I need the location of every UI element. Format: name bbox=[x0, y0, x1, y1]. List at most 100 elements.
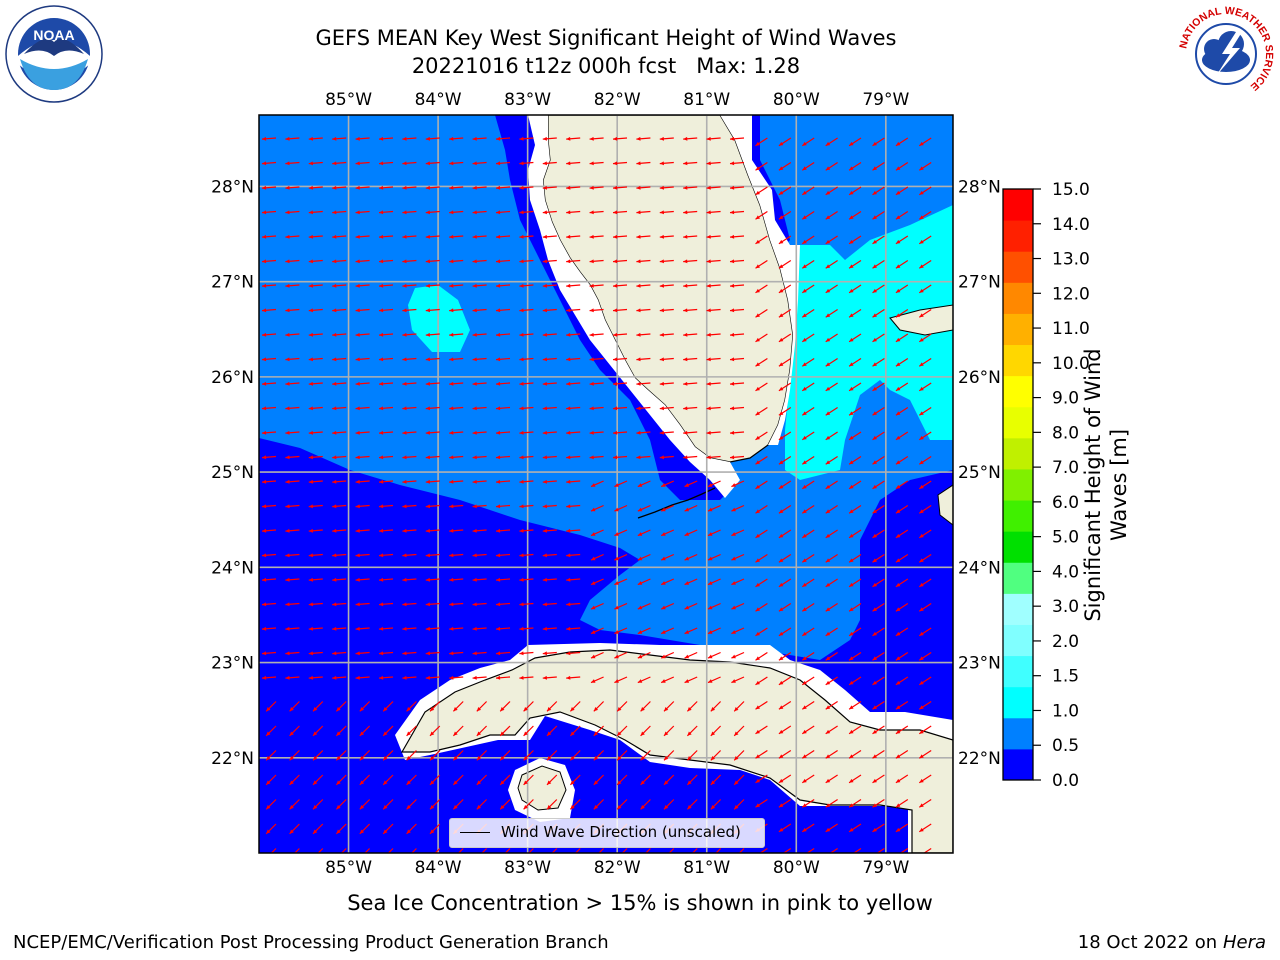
wind-arrow bbox=[519, 185, 534, 190]
wind-arrow bbox=[332, 528, 347, 533]
wind-arrow bbox=[261, 381, 277, 386]
wind-arrow bbox=[636, 210, 651, 215]
wind-arrow bbox=[825, 798, 838, 808]
wind-arrow bbox=[566, 479, 581, 484]
wind-arrow bbox=[895, 161, 909, 171]
wind-arrow bbox=[918, 480, 932, 490]
colorbar-tick-label: 12.0 bbox=[1052, 284, 1090, 304]
wind-arrow bbox=[449, 675, 464, 680]
wind-arrow bbox=[472, 651, 487, 656]
wind-arrow bbox=[848, 602, 862, 612]
wind-arrow bbox=[355, 455, 370, 460]
wind-arrow bbox=[285, 553, 300, 558]
wind-arrow bbox=[261, 406, 277, 411]
wind-arrow bbox=[402, 602, 417, 607]
wind-arrow bbox=[636, 136, 651, 141]
wind-arrow bbox=[683, 332, 698, 337]
wind-arrow bbox=[285, 136, 300, 141]
wind-arrow bbox=[359, 750, 371, 761]
wind-arrow bbox=[332, 259, 347, 264]
wind-arrow bbox=[495, 504, 511, 509]
wind-arrow bbox=[614, 651, 628, 659]
wind-arrow bbox=[429, 823, 441, 835]
lat-tick-label-right: 25°N bbox=[958, 463, 1001, 483]
colorbar-label-line2: Waves [m] bbox=[1107, 428, 1131, 542]
wind-arrow bbox=[918, 602, 932, 612]
wind-arrow bbox=[733, 774, 745, 786]
colorbar-tick-label: 11.0 bbox=[1052, 319, 1090, 339]
wind-arrow bbox=[355, 406, 370, 411]
wind-arrow bbox=[895, 259, 909, 269]
wind-arrow bbox=[359, 725, 371, 737]
wind-arrow bbox=[590, 553, 604, 561]
wind-arrow bbox=[663, 750, 675, 761]
wind-arrow bbox=[589, 357, 604, 362]
wind-arrow bbox=[872, 749, 885, 759]
wind-arrow bbox=[612, 332, 628, 337]
wind-arrow bbox=[755, 602, 768, 612]
colorbar-tick-label: 10.0 bbox=[1052, 354, 1090, 374]
wind-arrow bbox=[332, 161, 347, 166]
wind-arrow bbox=[848, 651, 862, 661]
wind-arrow bbox=[872, 529, 885, 539]
wind-arrow bbox=[546, 750, 558, 761]
wind-arrow bbox=[593, 725, 605, 737]
wind-arrow bbox=[542, 479, 557, 484]
wind-arrow bbox=[778, 333, 792, 343]
run-date-credit: 18 Oct 2022 on Hera bbox=[1078, 932, 1266, 953]
wind-arrow bbox=[332, 455, 347, 460]
wind-arrow bbox=[285, 381, 300, 386]
wind-arrow bbox=[778, 798, 792, 808]
wind-arrow bbox=[270, 848, 277, 853]
wind-arrow bbox=[918, 333, 932, 343]
wind-arrow bbox=[402, 332, 417, 337]
wind-arrow bbox=[519, 283, 534, 288]
wind-arrow bbox=[872, 553, 885, 563]
wind-arrow bbox=[472, 602, 487, 607]
wind-arrow bbox=[285, 504, 300, 509]
wind-arrow bbox=[755, 504, 768, 514]
wind-arrow bbox=[755, 137, 768, 147]
wind-arrow bbox=[332, 577, 347, 582]
wind-arrow bbox=[308, 161, 323, 166]
wind-arrow bbox=[801, 284, 815, 294]
lon-tick-label-bottom: 82°W bbox=[594, 858, 641, 878]
wind-arrow bbox=[308, 406, 323, 411]
wind-arrow bbox=[825, 284, 838, 294]
wind-arrow bbox=[640, 774, 651, 786]
wind-arrow bbox=[589, 406, 604, 411]
wind-wave-direction-arrows bbox=[261, 136, 932, 853]
wind-arrow bbox=[755, 749, 768, 759]
wind-arrow bbox=[895, 382, 909, 392]
wind-arrow bbox=[589, 308, 604, 313]
colorbar-segment bbox=[1003, 344, 1033, 377]
wind-arrow bbox=[589, 381, 604, 386]
wind-arrow bbox=[449, 210, 464, 215]
colorbar-tick-label: 0.5 bbox=[1052, 736, 1079, 756]
wind-arrow bbox=[261, 259, 277, 264]
wind-arrow bbox=[848, 627, 862, 637]
wind-arrow bbox=[335, 725, 347, 737]
wind-arrow bbox=[355, 308, 370, 313]
wind-arrow bbox=[387, 848, 394, 853]
wind-arrow bbox=[729, 283, 745, 288]
wind-arrow bbox=[848, 529, 862, 539]
wind-arrow bbox=[612, 308, 628, 313]
colorbar-segment bbox=[1003, 748, 1033, 781]
wind-arrow bbox=[355, 577, 370, 582]
wind-arrow bbox=[918, 774, 932, 784]
colorbar-tick-labels: 15.0 14.0 13.0 12.0 11.0 10.0 9.0 8.0 7.0 6.0 5.0 4… bbox=[1033, 180, 1090, 791]
wind-arrow bbox=[612, 185, 628, 190]
wind-arrow bbox=[355, 234, 370, 239]
wind-arrow bbox=[848, 553, 862, 563]
wind-arrow bbox=[378, 308, 394, 313]
wind-arrow bbox=[449, 479, 464, 484]
wind-arrow bbox=[612, 136, 628, 141]
wind-arrow bbox=[285, 210, 300, 215]
wind-arrow bbox=[332, 479, 347, 484]
wind-arrow bbox=[406, 799, 417, 810]
wind-arrow bbox=[261, 675, 277, 680]
wind-arrow bbox=[402, 381, 417, 386]
noaa-logo-text: NOAA bbox=[33, 27, 74, 43]
wind-arrow bbox=[660, 578, 675, 586]
